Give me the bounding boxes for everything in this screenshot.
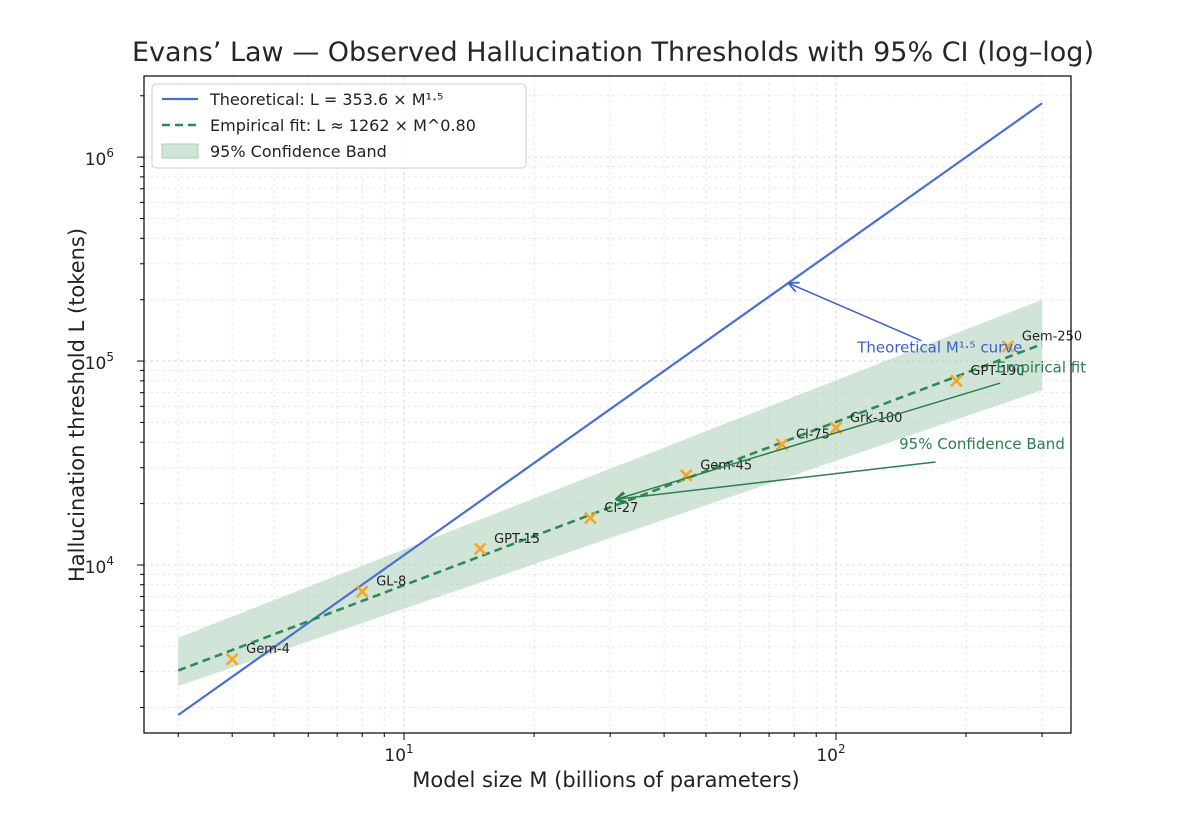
band-layer bbox=[178, 299, 1043, 687]
annotation-label: Empirical fit bbox=[996, 358, 1086, 376]
x-tick-label: 102 bbox=[816, 742, 845, 766]
empirical-fit-line bbox=[177, 342, 1043, 672]
data-point-label: GPT-15 bbox=[494, 532, 540, 547]
x-tick-base: 10 bbox=[384, 746, 406, 766]
data-point-label: GPT-190 bbox=[970, 364, 1024, 379]
x-tick-label: 101 bbox=[384, 742, 413, 766]
data-point-label: Cl-27 bbox=[604, 501, 638, 516]
data-point: Gem-250 bbox=[1001, 329, 1082, 353]
x-tick-exp: 1 bbox=[406, 742, 414, 756]
plot-frame bbox=[143, 75, 1072, 734]
annotation: 95% Confidence Band bbox=[616, 435, 1065, 499]
legend[interactable]: Theoretical: L = 353.6 × M¹·⁵ Empirical f… bbox=[151, 83, 527, 169]
legend-label: Theoretical: L = 353.6 × M¹·⁵ bbox=[209, 90, 443, 109]
y-tick-label: 104 bbox=[85, 554, 114, 578]
y-tick-label: 106 bbox=[85, 146, 114, 170]
x-tick-base: 10 bbox=[816, 746, 838, 766]
confidence-band bbox=[178, 299, 1043, 687]
legend-entry: Theoretical: L = 353.6 × M¹·⁵ bbox=[162, 90, 443, 109]
y-tick-exp: 5 bbox=[106, 350, 114, 364]
data-point: GPT-190 bbox=[949, 364, 1025, 388]
y-tick-exp: 6 bbox=[106, 146, 114, 160]
legend-entry: Empirical fit: L ≈ 1262 × M^0.80 bbox=[162, 116, 476, 135]
grid bbox=[144, 76, 1071, 733]
data-point: Gem-4 bbox=[225, 642, 290, 666]
legend-label: Empirical fit: L ≈ 1262 × M^0.80 bbox=[210, 116, 476, 135]
data-point-marker bbox=[473, 542, 487, 556]
data-point-marker bbox=[583, 511, 597, 525]
legend-swatch-patch bbox=[161, 143, 199, 159]
legend-box bbox=[151, 83, 527, 169]
data-point-label: Grk-100 bbox=[850, 411, 902, 426]
y-axis-label: Hallucination threshold L (tokens) bbox=[65, 228, 89, 582]
data-point-marker bbox=[355, 585, 369, 599]
y-tick-exp: 4 bbox=[106, 554, 114, 568]
chart-title: Evans’ Law — Observed Hallucination Thre… bbox=[132, 37, 1094, 68]
annotation-arrow bbox=[616, 382, 1001, 499]
data-point-label: Cl-75 bbox=[796, 427, 830, 442]
data-point: Cl-27 bbox=[583, 501, 638, 525]
x-axis-label: Model size M (billions of parameters) bbox=[412, 768, 799, 792]
annotation-arrow bbox=[616, 461, 936, 499]
data-point-marker bbox=[225, 652, 239, 666]
data-point: GL-8 bbox=[355, 575, 406, 599]
data-point: GPT-15 bbox=[473, 532, 540, 556]
theoretical-line bbox=[177, 102, 1043, 716]
annotation: Empirical fit bbox=[616, 358, 1086, 499]
data-point: Cl-75 bbox=[775, 427, 830, 451]
data-point-marker bbox=[949, 374, 963, 388]
annotation-arrow bbox=[789, 284, 922, 342]
annotation-label: 95% Confidence Band bbox=[899, 435, 1065, 453]
legend-entry: 95% Confidence Band bbox=[161, 142, 387, 161]
lines-layer bbox=[177, 102, 1043, 716]
annotation-label: Theoretical M¹·⁵ curve bbox=[856, 339, 1022, 357]
points-layer: Gem-4GL-8GPT-15Cl-27Gem-45Cl-75Grk-100GP… bbox=[225, 329, 1082, 666]
annotation: Theoretical M¹·⁵ curve bbox=[789, 284, 1022, 357]
x-tick-exp: 2 bbox=[838, 742, 846, 756]
y-tick-base: 10 bbox=[85, 354, 107, 374]
data-point-label: Gem-4 bbox=[246, 642, 290, 657]
data-point-label: GL-8 bbox=[376, 575, 406, 590]
legend-label: 95% Confidence Band bbox=[210, 142, 387, 161]
y-tick-base: 10 bbox=[85, 150, 107, 170]
data-point-label: Gem-250 bbox=[1022, 329, 1082, 344]
y-tick-label: 105 bbox=[85, 350, 114, 374]
y-tick-base: 10 bbox=[85, 558, 107, 578]
data-point-marker bbox=[1001, 339, 1015, 353]
